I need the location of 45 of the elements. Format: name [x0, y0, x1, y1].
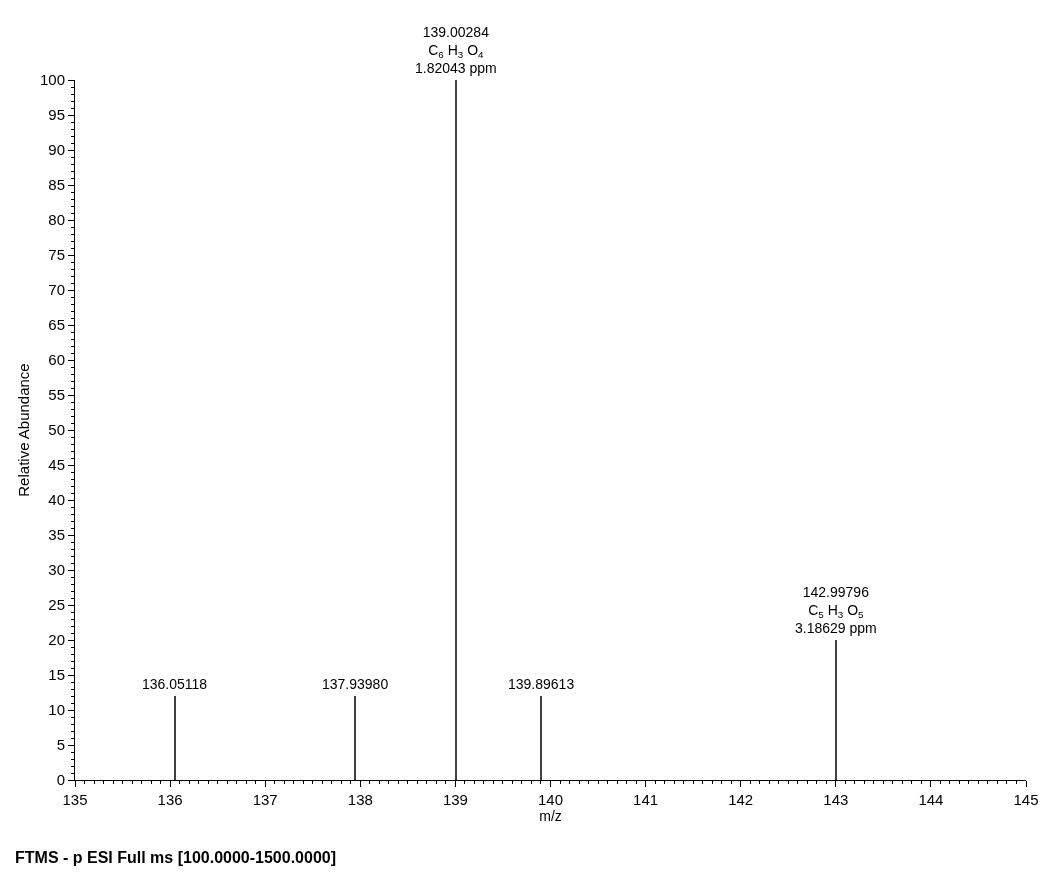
- annotation: 142.99796 C$_{5}$ H$_{3}$ O$_{5}$ 3.18629 ppm: [795, 584, 877, 637]
- y-tick-label: 50: [48, 421, 65, 439]
- y-tick-label: 80: [48, 211, 65, 229]
- y-tick-label: 45: [48, 456, 65, 474]
- x-tick-label: 145: [1013, 791, 1039, 808]
- y-tick-label: 90: [48, 141, 65, 159]
- x-tick-label: 136: [157, 791, 183, 808]
- x-tick-label: 142: [728, 791, 754, 808]
- bar: [455, 80, 457, 780]
- y-tick-label: 60: [48, 351, 65, 369]
- y-tick-label: 0: [56, 771, 65, 789]
- x-tick-label: 140: [537, 791, 564, 808]
- y-tick-label: 70: [48, 281, 65, 299]
- y-tick-label: 25: [48, 596, 65, 614]
- y-tick-label: 95: [48, 106, 65, 124]
- bar: [174, 696, 176, 780]
- y-tick-label: 10: [48, 701, 65, 719]
- y-axis-title: Relative Abundance: [15, 363, 33, 497]
- y-tick-label: 5: [56, 736, 65, 754]
- annotation: 139.00284 C$_{6}$ H$_{3}$ O$_{4}$ 1.82043 ppm: [415, 24, 497, 77]
- x-tick-label: 141: [633, 791, 659, 808]
- x-tick-label: 143: [823, 791, 849, 808]
- y-tick-label: 20: [48, 631, 65, 649]
- x-tick-label: 144: [918, 791, 944, 808]
- annotation: 137.93980: [322, 676, 389, 692]
- y-tick-label: 65: [48, 316, 65, 334]
- bar: [354, 696, 356, 780]
- bar: [835, 640, 837, 780]
- y-tick-label: 30: [48, 561, 65, 579]
- annotation: 136.05118: [142, 676, 208, 692]
- y-tick-label: 85: [48, 176, 65, 194]
- x-tick-label: 137: [252, 791, 278, 808]
- x-tick-label: 138: [347, 791, 373, 808]
- x-axis-title: m/z: [539, 808, 562, 825]
- y-tick-label: 55: [48, 386, 65, 404]
- y-tick-label: 35: [48, 526, 65, 544]
- y-tick-label: 40: [48, 491, 65, 509]
- annotation: 139.89613: [508, 676, 575, 692]
- x-tick-label: 135: [62, 791, 88, 808]
- y-tick-label: 15: [48, 666, 65, 684]
- x-tick-label: 139: [442, 791, 468, 808]
- bar: [540, 696, 542, 780]
- y-tick-label: 75: [48, 246, 65, 264]
- y-tick-label: 100: [39, 71, 65, 89]
- text: FTMS - p ESI Full ms [100.0000-1500.0000]: [15, 849, 337, 866]
